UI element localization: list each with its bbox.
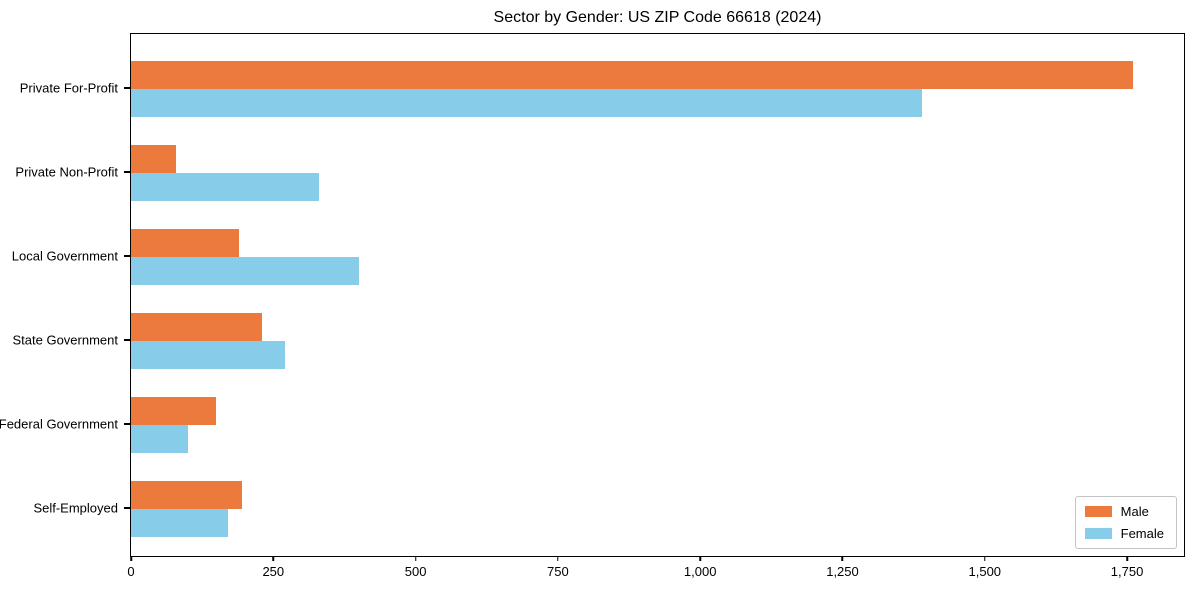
x-tick-label: 1,250 [826, 564, 859, 579]
x-tick-mark [984, 556, 986, 561]
bar-female [131, 425, 188, 453]
y-tick-label: Local Government [11, 248, 118, 264]
chart-title: Sector by Gender: US ZIP Code 66618 (202… [493, 9, 822, 26]
x-tick-mark [130, 556, 132, 561]
x-tick-label: 0 [127, 564, 135, 579]
bar-female [131, 89, 923, 117]
bar-female [131, 509, 228, 537]
bar-group-6 [131, 467, 1184, 551]
y-tick-mark [124, 255, 130, 257]
legend-swatch-icon [1084, 528, 1112, 539]
bar-group-4 [131, 299, 1184, 383]
x-tick-label: 500 [404, 564, 427, 579]
legend-label: Female [1120, 526, 1164, 541]
x-tick-label: 250 [262, 564, 285, 579]
bar-male [131, 229, 240, 257]
bar-female [131, 173, 319, 201]
y-tick-mark [124, 507, 130, 509]
x-tick-label: 750 [547, 564, 569, 579]
plot-area: Male Female 0 250 500 750 1,000 1,250 1,500 1,75… [127, 33, 1185, 579]
bar-male [131, 313, 262, 341]
x-tick-label: 1,750 [1110, 564, 1144, 579]
bar-female [131, 257, 359, 285]
x-tick-label: 1,500 [968, 564, 1002, 579]
bar-group-3 [131, 215, 1184, 299]
x-tick-mark [414, 556, 417, 561]
y-tick-label: Private Non-Profit [15, 164, 118, 180]
y-tick-label: Federal Government [0, 416, 118, 432]
x-tick-mark [699, 556, 701, 561]
legend-item-female: Female [1084, 526, 1164, 541]
y-tick-mark [124, 87, 130, 89]
bars-container [131, 34, 1184, 556]
y-tick-mark [124, 339, 130, 341]
y-axis-labels: Private For-Profit Private Non-Profit Loca… [0, 33, 130, 557]
legend-swatch-icon [1084, 506, 1112, 517]
bar-male [131, 145, 177, 173]
bar-male [131, 61, 1133, 89]
y-tick-label: State Government [12, 332, 119, 348]
bar-group-5 [131, 383, 1184, 467]
bar-male [131, 481, 242, 509]
y-tick-label: Private For-Profit [19, 80, 118, 96]
legend: Male Female [1074, 496, 1177, 549]
x-tick-mark [272, 556, 275, 561]
y-tick-mark [124, 171, 130, 173]
x-tick-label: 1,000 [683, 564, 717, 579]
x-tick-mark [841, 556, 844, 561]
bar-female [131, 341, 285, 369]
legend-label: Male [1120, 504, 1149, 519]
x-tick-mark [557, 556, 559, 561]
y-tick-mark [124, 423, 130, 425]
y-tick-label: Self-Employed [33, 500, 118, 516]
bar-group-1 [131, 47, 1184, 131]
bar-male [131, 397, 217, 425]
bar-group-2 [131, 131, 1184, 215]
legend-item-male: Male [1084, 504, 1164, 519]
x-tick-mark [1126, 556, 1128, 561]
